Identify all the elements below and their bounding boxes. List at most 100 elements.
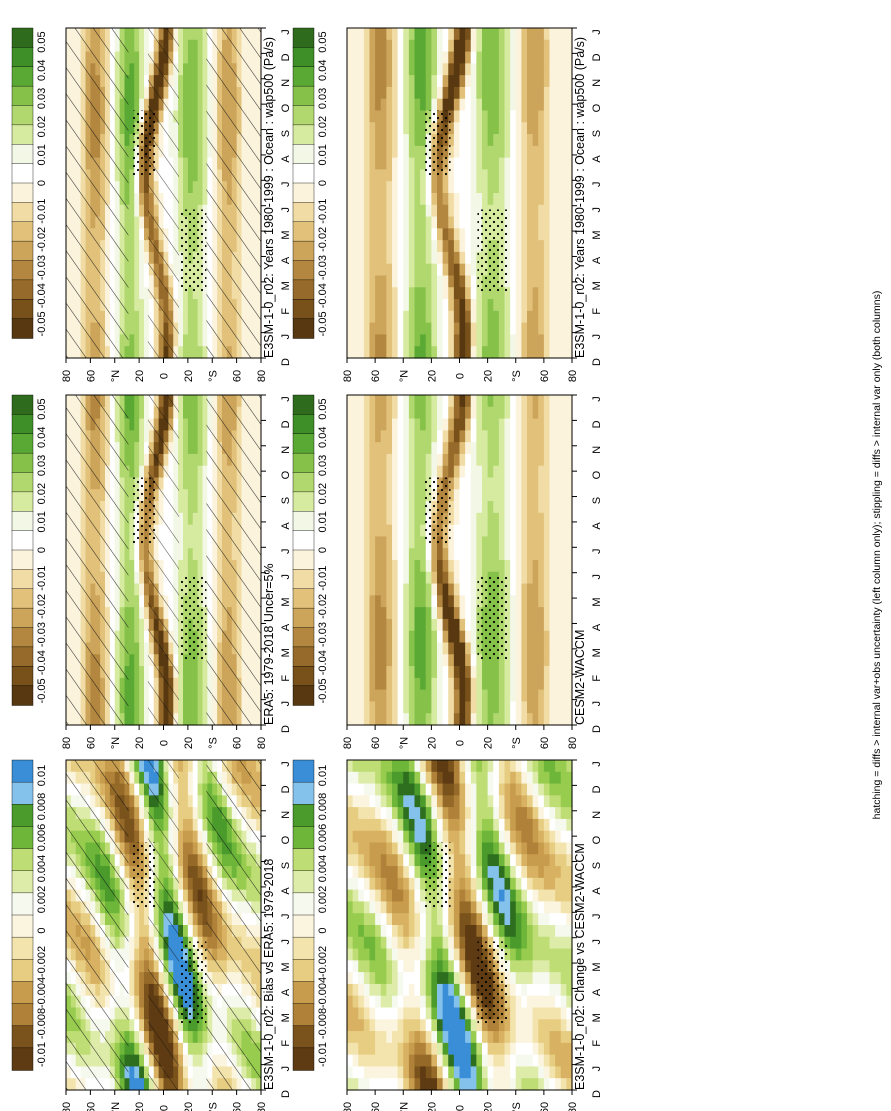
field-cell bbox=[414, 642, 421, 655]
field-cell bbox=[380, 654, 387, 667]
field-cell bbox=[386, 28, 393, 41]
field-cell bbox=[515, 453, 522, 467]
field-cell bbox=[386, 193, 393, 206]
field-cell bbox=[453, 228, 461, 241]
field-cell bbox=[437, 287, 444, 300]
field-cell bbox=[358, 251, 365, 265]
field-cell bbox=[515, 442, 522, 455]
field-cell bbox=[487, 28, 494, 41]
stippling bbox=[132, 477, 156, 544]
field-cell bbox=[453, 240, 461, 253]
field-cell bbox=[431, 322, 438, 336]
field-cell bbox=[183, 536, 189, 549]
field-cell bbox=[197, 181, 204, 194]
field-cell bbox=[386, 571, 393, 585]
field-cell bbox=[521, 395, 528, 408]
field-cell bbox=[414, 98, 421, 112]
field-cell bbox=[425, 418, 432, 431]
field-cell bbox=[521, 193, 528, 206]
field-cell bbox=[437, 98, 444, 112]
field-cell bbox=[543, 299, 551, 312]
field-cell bbox=[347, 322, 354, 336]
field-cell bbox=[549, 110, 556, 123]
field-cell bbox=[363, 560, 371, 573]
field-cell bbox=[470, 299, 477, 312]
field-cell bbox=[521, 571, 528, 585]
colorbar-swatch bbox=[11, 569, 34, 590]
field-cell bbox=[392, 713, 399, 726]
lat-tick-label: 80 bbox=[567, 737, 579, 749]
field-cell bbox=[543, 39, 551, 53]
field-cell bbox=[470, 642, 477, 655]
field-cell bbox=[515, 275, 522, 288]
field-cell bbox=[555, 98, 562, 112]
field-cell bbox=[425, 193, 432, 206]
field-cell bbox=[527, 134, 534, 147]
field-cell bbox=[465, 595, 472, 608]
field-cell bbox=[202, 654, 208, 667]
field-cell bbox=[527, 322, 534, 336]
field-cell bbox=[352, 334, 359, 347]
field-cell bbox=[470, 75, 477, 88]
field-cell bbox=[392, 642, 399, 655]
field-cell bbox=[487, 322, 494, 336]
field-cell bbox=[442, 571, 449, 585]
field-cell bbox=[192, 477, 199, 490]
field-cell bbox=[465, 607, 472, 620]
field-cell bbox=[375, 346, 382, 359]
field-cell bbox=[482, 548, 489, 561]
field-cell bbox=[363, 157, 371, 171]
month-tick-label: F bbox=[591, 308, 603, 315]
field-cell bbox=[134, 642, 140, 655]
field-cell bbox=[386, 263, 393, 277]
field-cell bbox=[482, 51, 489, 64]
field-cell bbox=[414, 240, 421, 253]
colorbar-swatch bbox=[11, 66, 34, 87]
field-cell bbox=[386, 110, 393, 123]
field-cell bbox=[538, 666, 545, 679]
field-cell bbox=[448, 630, 455, 644]
field-cell bbox=[178, 322, 184, 336]
field-cell bbox=[414, 216, 421, 229]
field-cell bbox=[566, 406, 573, 420]
field-cell bbox=[129, 346, 135, 359]
field-cell bbox=[453, 157, 461, 171]
field-cell bbox=[192, 489, 199, 502]
field-cell bbox=[566, 677, 573, 691]
field-cell bbox=[397, 122, 404, 135]
field-cell bbox=[352, 145, 359, 159]
field-cell bbox=[476, 418, 483, 431]
field-cell bbox=[560, 181, 567, 194]
field-cell bbox=[510, 39, 517, 53]
lat-tick-label: 60 bbox=[85, 370, 97, 382]
field-cell bbox=[470, 334, 477, 347]
field-cell bbox=[498, 63, 506, 76]
field-cell bbox=[403, 689, 410, 703]
field-cell bbox=[465, 395, 472, 408]
field-cell bbox=[420, 677, 427, 691]
field-cell bbox=[375, 122, 382, 135]
field-cell bbox=[448, 240, 455, 253]
field-cell bbox=[442, 181, 449, 194]
field-cell bbox=[527, 86, 534, 100]
field-cell bbox=[510, 346, 517, 359]
field-cell bbox=[380, 75, 387, 88]
field-cell bbox=[347, 75, 354, 88]
field-cell bbox=[134, 86, 140, 100]
field-cell bbox=[187, 406, 194, 420]
field-cell bbox=[437, 465, 444, 479]
field-cell bbox=[134, 607, 140, 620]
field-cell bbox=[510, 228, 517, 241]
field-cell bbox=[465, 204, 472, 218]
lat-tick-label: 20 bbox=[183, 737, 195, 749]
field-cell bbox=[425, 251, 432, 265]
field-cell bbox=[414, 181, 421, 194]
field-cell bbox=[420, 287, 427, 300]
field-cell bbox=[420, 204, 427, 218]
field-cell bbox=[555, 275, 562, 288]
field-cell bbox=[487, 395, 494, 408]
field-cell bbox=[380, 701, 387, 714]
field-cell bbox=[202, 98, 208, 112]
field-cell bbox=[459, 501, 466, 514]
field-cell bbox=[183, 346, 189, 359]
